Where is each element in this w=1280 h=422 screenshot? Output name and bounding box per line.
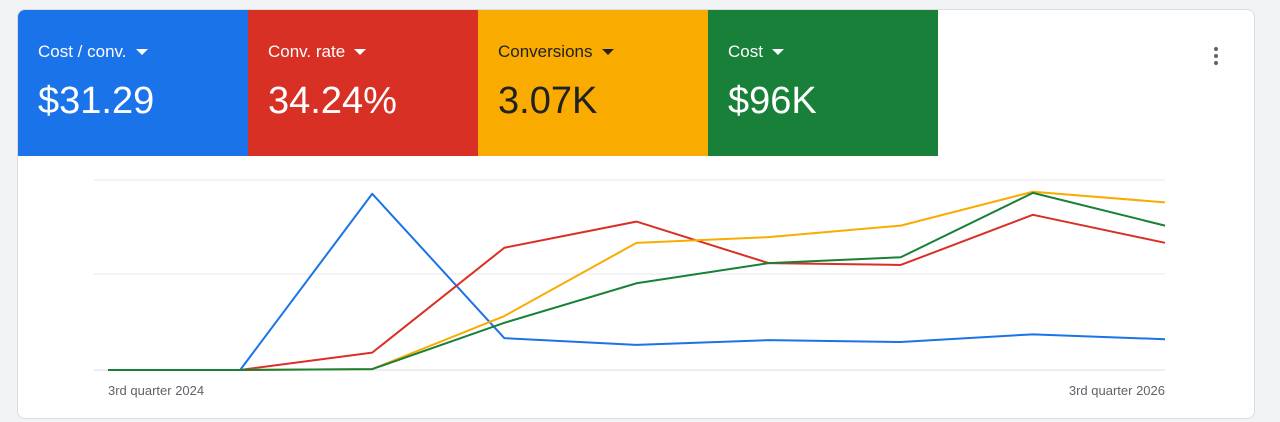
x-tick-label-start: 3rd quarter 2024 <box>108 383 204 398</box>
metric-tiles: Cost / conv. $31.29 Conv. rate 34.24% Co… <box>18 10 938 156</box>
metric-tile-conversions[interactable]: Conversions 3.07K <box>478 10 708 156</box>
metric-value: 3.07K <box>498 80 598 122</box>
more-vert-icon-dot <box>1214 54 1218 58</box>
chart-series <box>108 190 1166 371</box>
caret-down-icon[interactable] <box>601 49 614 55</box>
metric-tile-cost-per-conversion[interactable]: Cost / conv. $31.29 <box>18 10 248 156</box>
metric-label: Cost <box>728 42 763 61</box>
metric-label: Cost / conv. <box>38 42 127 61</box>
series-line-3 <box>108 191 1166 371</box>
metrics-chart-card: 3rd quarter 2024 3rd quarter 2026 Cost /… <box>17 9 1255 419</box>
x-tick-label-end: 3rd quarter 2026 <box>1069 383 1165 398</box>
more-vert-icon-dot <box>1214 61 1218 65</box>
caret-down-icon[interactable] <box>771 49 784 55</box>
series-line-0 <box>108 192 1166 371</box>
more-vert-icon <box>1214 47 1218 51</box>
metric-tile-cost[interactable]: Cost $96K <box>708 10 938 156</box>
metric-value: $31.29 <box>38 80 155 122</box>
metric-label: Conversions <box>498 42 593 61</box>
caret-down-icon[interactable] <box>135 49 148 55</box>
chart-gridlines <box>94 179 1165 371</box>
metric-value: 34.24% <box>268 80 397 122</box>
metric-value: $96K <box>728 80 817 122</box>
more-options-button[interactable] <box>1204 44 1228 68</box>
performance-line-chart: 3rd quarter 2024 3rd quarter 2026 <box>94 179 1166 398</box>
caret-down-icon[interactable] <box>354 49 367 55</box>
metric-tile-conversion-rate[interactable]: Conv. rate 34.24% <box>248 10 478 156</box>
metric-label: Conv. rate <box>268 42 346 61</box>
series-line-2 <box>108 190 1166 371</box>
series-line-1 <box>108 213 1166 371</box>
